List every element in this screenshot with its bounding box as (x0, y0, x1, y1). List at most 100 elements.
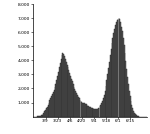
Bar (68, 70, 69, 117)
Bar (114, 29, 115, 117)
Bar (60, 63, 61, 117)
Bar (70, 76, 71, 117)
Bar (45, 110, 46, 117)
Bar (131, 105, 132, 117)
Bar (66, 62, 67, 117)
Bar (89, 107, 90, 117)
Bar (130, 96, 131, 117)
Bar (97, 109, 98, 117)
Bar (43, 113, 44, 117)
Bar (50, 98, 51, 117)
Bar (69, 73, 70, 117)
Bar (78, 97, 79, 117)
Bar (51, 96, 52, 117)
Bar (102, 101, 103, 117)
Bar (96, 109, 97, 117)
Bar (117, 20, 118, 117)
Bar (40, 116, 41, 117)
Bar (123, 38, 124, 117)
Bar (122, 31, 123, 117)
Bar (57, 76, 58, 117)
Bar (52, 94, 53, 117)
Bar (103, 98, 104, 117)
Bar (118, 19, 119, 117)
Bar (65, 59, 66, 117)
Bar (126, 69, 127, 117)
Bar (127, 77, 128, 117)
Bar (55, 87, 56, 117)
Bar (105, 91, 106, 117)
Bar (56, 80, 57, 117)
Bar (67, 65, 68, 117)
Bar (79, 98, 80, 117)
Bar (104, 95, 105, 117)
Bar (85, 104, 86, 117)
Bar (41, 115, 42, 117)
Bar (116, 22, 117, 117)
Bar (125, 61, 126, 117)
Bar (53, 92, 54, 117)
Bar (100, 105, 101, 117)
Bar (115, 25, 116, 117)
Bar (90, 107, 91, 117)
Bar (113, 33, 114, 117)
Bar (133, 111, 134, 117)
Bar (61, 55, 62, 117)
Bar (109, 62, 110, 117)
Bar (134, 113, 135, 117)
Bar (93, 109, 94, 117)
Bar (128, 84, 129, 117)
Bar (112, 38, 113, 117)
Bar (120, 22, 121, 117)
Bar (49, 100, 50, 117)
Bar (63, 54, 64, 117)
Bar (106, 80, 107, 117)
Bar (107, 74, 108, 117)
Bar (129, 91, 130, 117)
Bar (77, 95, 78, 117)
Bar (111, 49, 112, 117)
Bar (94, 109, 95, 117)
Bar (135, 114, 136, 117)
Bar (54, 90, 55, 117)
Bar (92, 108, 93, 117)
Bar (48, 105, 49, 117)
Bar (71, 79, 72, 117)
Bar (86, 105, 87, 117)
Bar (47, 107, 48, 117)
Bar (137, 116, 138, 117)
Bar (64, 56, 65, 117)
Bar (99, 106, 100, 117)
Bar (74, 89, 75, 117)
Bar (121, 27, 122, 117)
Bar (38, 116, 39, 117)
Bar (101, 103, 102, 117)
Bar (44, 111, 45, 117)
Bar (87, 106, 88, 117)
Bar (58, 72, 59, 117)
Bar (82, 103, 83, 117)
Bar (132, 108, 133, 117)
Bar (138, 116, 139, 117)
Bar (84, 103, 85, 117)
Bar (81, 102, 82, 117)
Bar (88, 106, 89, 117)
Bar (110, 55, 111, 117)
Bar (124, 53, 125, 117)
Bar (75, 91, 76, 117)
Bar (83, 103, 84, 117)
Bar (73, 84, 74, 117)
Bar (108, 68, 109, 117)
Bar (76, 93, 77, 117)
Bar (72, 81, 73, 117)
Bar (42, 114, 43, 117)
Bar (136, 115, 137, 117)
Bar (91, 108, 92, 117)
Bar (62, 53, 63, 117)
Bar (80, 100, 81, 117)
Bar (98, 108, 99, 117)
Bar (95, 109, 96, 117)
Bar (39, 116, 40, 117)
Bar (118, 18, 119, 117)
Bar (59, 67, 60, 117)
